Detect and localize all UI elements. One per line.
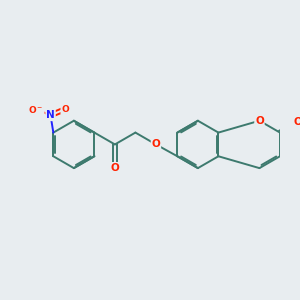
Text: O$^-$: O$^-$: [28, 104, 44, 115]
Text: O: O: [294, 117, 300, 127]
Text: N: N: [46, 110, 55, 120]
Text: O: O: [110, 163, 119, 173]
Text: O: O: [61, 105, 69, 114]
Text: O: O: [255, 116, 264, 126]
Text: O: O: [152, 140, 160, 149]
